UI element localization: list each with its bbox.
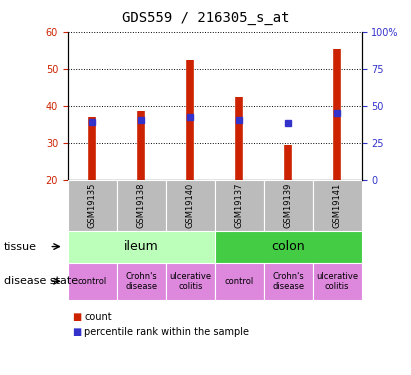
- Bar: [117, 262, 166, 300]
- Bar: [68, 180, 117, 231]
- Text: ulcerative
colitis: ulcerative colitis: [316, 272, 358, 291]
- Bar: [68, 231, 215, 262]
- Bar: [264, 262, 313, 300]
- Text: count: count: [84, 312, 112, 322]
- Text: GSM19135: GSM19135: [88, 183, 97, 228]
- Text: GSM19137: GSM19137: [235, 183, 244, 228]
- Bar: [215, 231, 362, 262]
- Bar: [313, 180, 362, 231]
- Text: percentile rank within the sample: percentile rank within the sample: [84, 327, 249, 337]
- Text: GDS559 / 216305_s_at: GDS559 / 216305_s_at: [122, 11, 289, 25]
- Bar: [215, 262, 264, 300]
- Text: ■: ■: [72, 327, 81, 337]
- Bar: [166, 180, 215, 231]
- Bar: [68, 262, 117, 300]
- Text: ileum: ileum: [124, 240, 159, 253]
- Text: colon: colon: [271, 240, 305, 253]
- Text: GSM19139: GSM19139: [284, 183, 293, 228]
- Text: Crohn's
disease: Crohn's disease: [125, 272, 157, 291]
- Text: GSM19138: GSM19138: [137, 183, 146, 228]
- Text: GSM19141: GSM19141: [332, 183, 342, 228]
- Bar: [313, 262, 362, 300]
- Text: Crohn's
disease: Crohn's disease: [272, 272, 304, 291]
- Text: ulcerative
colitis: ulcerative colitis: [169, 272, 211, 291]
- Bar: [215, 180, 264, 231]
- Text: tissue: tissue: [4, 242, 37, 252]
- Bar: [264, 180, 313, 231]
- Text: GSM19140: GSM19140: [186, 183, 195, 228]
- Text: disease state: disease state: [4, 276, 78, 286]
- Text: ■: ■: [72, 312, 81, 322]
- Text: control: control: [224, 277, 254, 286]
- Text: control: control: [78, 277, 107, 286]
- Bar: [166, 262, 215, 300]
- Bar: [117, 180, 166, 231]
